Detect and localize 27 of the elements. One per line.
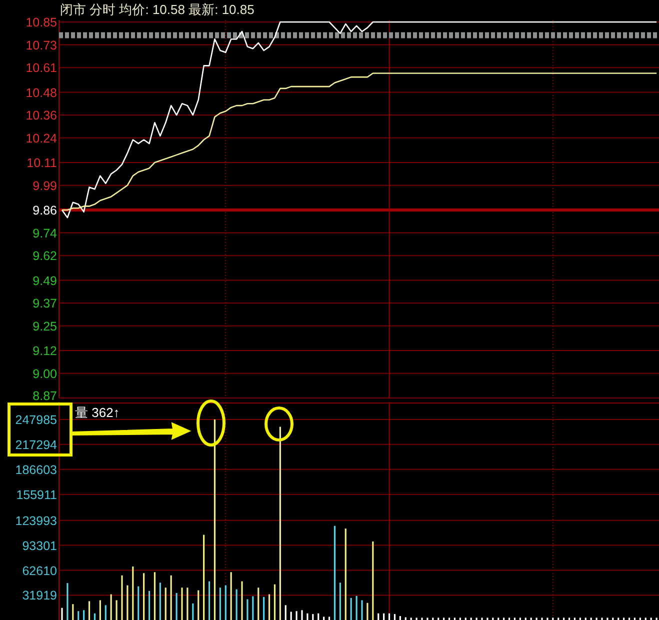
y-tick-label: 8.87 [32, 389, 58, 403]
y-tick-label: 9.25 [32, 319, 58, 334]
y-tick-label: 9.37 [32, 296, 58, 311]
y-tick-label: 247985 [15, 412, 58, 427]
y-tick-label: 155911 [16, 488, 58, 502]
y-tick-label: 9.74 [32, 226, 58, 240]
y-tick-label: 10.11 [26, 156, 58, 170]
y-tick-label: 10.24 [26, 131, 58, 146]
y-tick-label: 10.61 [26, 61, 58, 76]
y-tick-label: 186603 [15, 462, 58, 477]
y-tick-label: 10.36 [26, 108, 58, 123]
y-tick-label: 10.48 [26, 86, 58, 100]
y-tick-label: 93301 [22, 538, 58, 553]
y-tick-label: 10.73 [26, 38, 58, 52]
y-tick-label: 9.00 [32, 366, 58, 381]
y-tick-label: 217294 [15, 438, 58, 452]
chart-title: 闭市 分时 均价: 10.58 最新: 10.85 [60, 2, 254, 17]
y-tick-label: 9.62 [32, 249, 58, 264]
y-tick-label: 10.85 [26, 16, 58, 30]
y-tick-label: 9.12 [32, 344, 58, 358]
annotation: 量 362↑ [75, 405, 120, 420]
y-tick-label: 9.49 [32, 274, 58, 288]
y-tick-label: 31919 [22, 588, 58, 603]
y-tick-label: 62610 [22, 564, 58, 578]
y-tick-label: 9.86 [32, 204, 58, 218]
y-tick-label: 9.99 [32, 178, 58, 193]
y-tick-label: 123993 [15, 514, 58, 528]
